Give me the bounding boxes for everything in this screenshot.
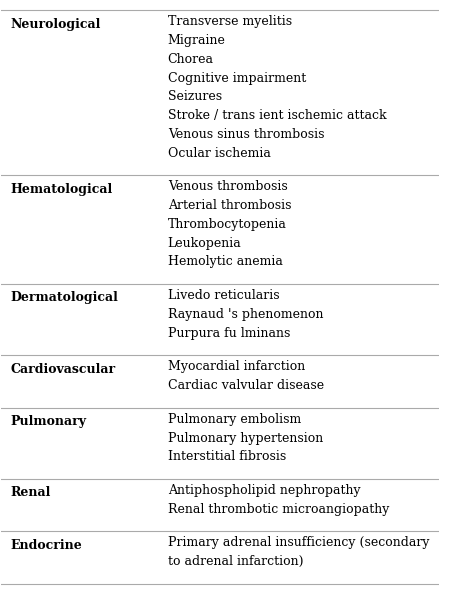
Text: Interstitial fibrosis: Interstitial fibrosis (168, 450, 286, 463)
Text: Cognitive impairment: Cognitive impairment (168, 72, 306, 85)
Text: Renal thrombotic microangiopathy: Renal thrombotic microangiopathy (168, 503, 389, 516)
Text: Antiphospholipid nephropathy: Antiphospholipid nephropathy (168, 484, 360, 497)
Text: Pulmonary hypertension: Pulmonary hypertension (168, 431, 323, 444)
Text: Endocrine: Endocrine (10, 539, 82, 552)
Text: Cardiac valvular disease: Cardiac valvular disease (168, 379, 324, 392)
Text: Primary adrenal insufficiency (secondary: Primary adrenal insufficiency (secondary (168, 537, 429, 550)
Text: Pulmonary embolism: Pulmonary embolism (168, 413, 301, 426)
Text: Ocular ischemia: Ocular ischemia (168, 147, 271, 160)
Text: Raynaud 's phenomenon: Raynaud 's phenomenon (168, 308, 323, 321)
Text: Hemolytic anemia: Hemolytic anemia (168, 255, 283, 268)
Text: Migraine: Migraine (168, 34, 226, 47)
Text: Livedo reticularis: Livedo reticularis (168, 289, 279, 302)
Text: Leukopenia: Leukopenia (168, 236, 241, 249)
Text: to adrenal infarction): to adrenal infarction) (168, 555, 303, 568)
Text: Hematological: Hematological (10, 183, 112, 196)
Text: Myocardial infarction: Myocardial infarction (168, 361, 305, 374)
Text: Neurological: Neurological (10, 18, 100, 31)
Text: Thrombocytopenia: Thrombocytopenia (168, 218, 286, 231)
Text: Purpura fu lminans: Purpura fu lminans (168, 327, 290, 340)
Text: Transverse myelitis: Transverse myelitis (168, 15, 292, 28)
Text: Venous sinus thrombosis: Venous sinus thrombosis (168, 128, 324, 141)
Text: Pulmonary: Pulmonary (10, 415, 86, 428)
Text: Cardiovascular: Cardiovascular (10, 362, 115, 375)
Text: Dermatological: Dermatological (10, 291, 118, 304)
Text: Chorea: Chorea (168, 53, 214, 66)
Text: Renal: Renal (10, 486, 51, 499)
Text: Venous thrombosis: Venous thrombosis (168, 180, 287, 193)
Text: Seizures: Seizures (168, 90, 222, 103)
Text: Stroke / trans ient ischemic attack: Stroke / trans ient ischemic attack (168, 109, 386, 122)
Text: Arterial thrombosis: Arterial thrombosis (168, 199, 291, 212)
